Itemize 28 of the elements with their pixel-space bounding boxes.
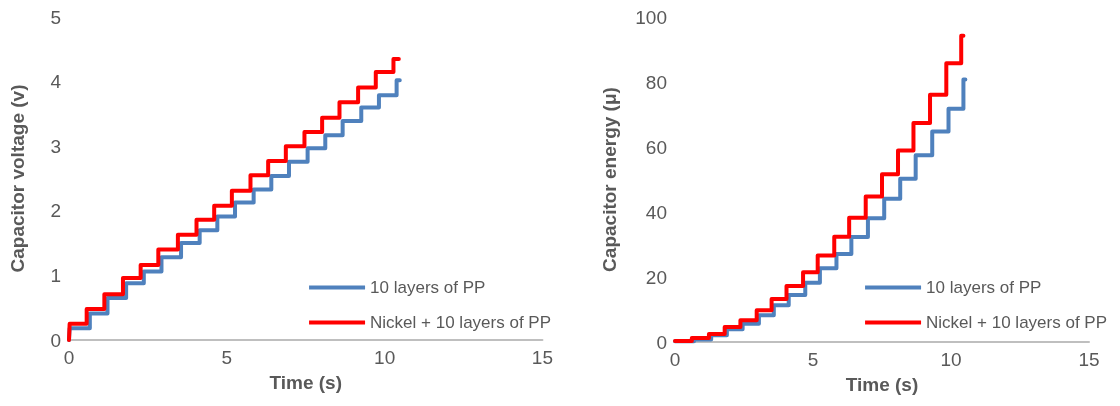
x-tick-label: 0 — [669, 349, 681, 370]
x-tick-label: 15 — [531, 347, 553, 368]
y-tick-label: 2 — [50, 200, 61, 222]
y-tick-label: 5 — [50, 6, 61, 28]
y-tick-label: 4 — [50, 71, 62, 93]
x-tick-label: 10 — [940, 349, 962, 370]
y-axis-title: Capacitor energy (μ) — [599, 87, 620, 272]
y-tick-label: 100 — [635, 6, 667, 28]
y-tick-label: 3 — [50, 135, 61, 157]
x-tick-label: 15 — [1078, 349, 1100, 370]
x-tick-label: 5 — [221, 347, 233, 368]
y-tick-label: 0 — [656, 331, 667, 353]
x-axis-title: Time (s) — [269, 372, 342, 393]
x-tick-label: 10 — [374, 347, 396, 368]
y-tick-label: 40 — [645, 201, 667, 223]
x-tick-label: 0 — [63, 347, 75, 368]
legend-label: 10 layers of PP — [370, 278, 486, 297]
x-axis-title: Time (s) — [845, 374, 919, 395]
y-tick-label: 60 — [645, 136, 667, 158]
legend-label: 10 layers of PP — [926, 278, 1042, 297]
legend-label: Nickel + 10 layers of PP — [370, 313, 552, 332]
y-tick-label: 80 — [645, 71, 667, 93]
y-axis-title: Capacitor voltage (v) — [7, 84, 28, 273]
y-tick-label: 20 — [645, 266, 667, 288]
y-tick-label: 0 — [50, 329, 61, 351]
legend-label: Nickel + 10 layers of PP — [926, 313, 1108, 332]
x-tick-label: 5 — [807, 349, 819, 370]
y-tick-label: 1 — [50, 264, 61, 286]
